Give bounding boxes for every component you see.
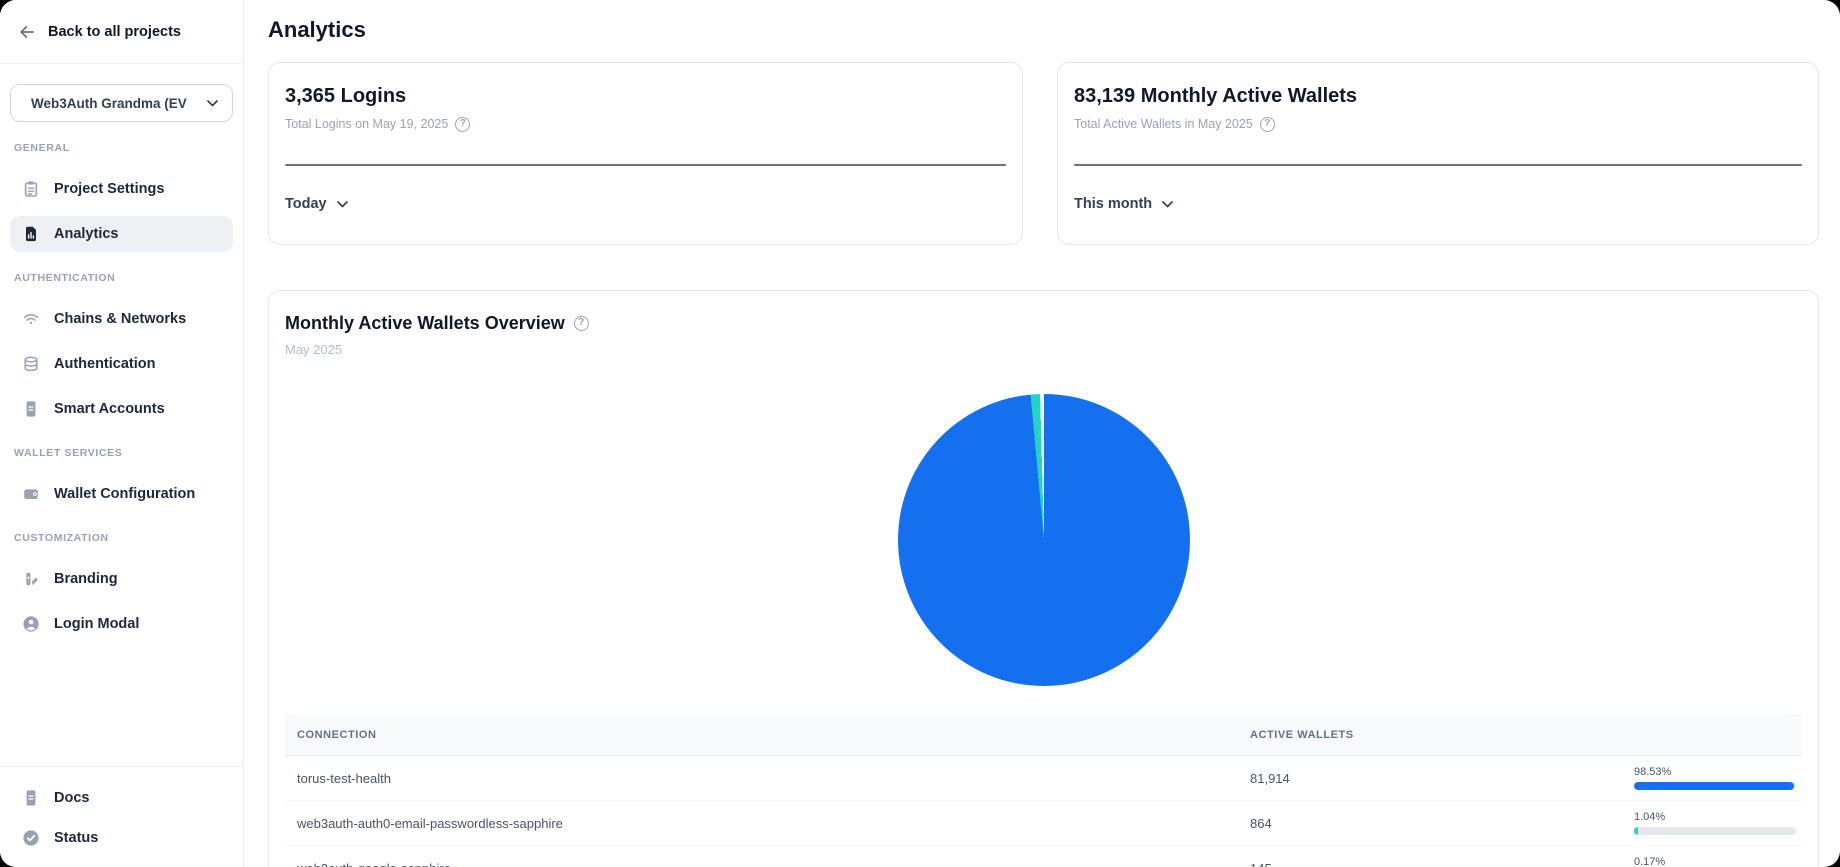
sidebar-section-wallet-services: WALLET SERVICES Wallet Configuration bbox=[10, 446, 233, 512]
sidebar-item-project-settings[interactable]: Project Settings bbox=[10, 171, 233, 207]
section-label: CUSTOMIZATION bbox=[14, 532, 109, 544]
active-wallets-stat-card: 83,139 Monthly Active Wallets Total Acti… bbox=[1057, 62, 1819, 245]
sidebar-nav: Web3Auth Grandma (EV GENERAL Project Set… bbox=[0, 64, 243, 642]
axis-line bbox=[1074, 164, 1802, 166]
wifi-icon bbox=[22, 310, 40, 328]
sidebar-item-label: Wallet Configuration bbox=[54, 486, 196, 502]
check-circle-icon bbox=[22, 829, 40, 847]
overview-subtitle: May 2025 bbox=[285, 342, 343, 357]
sidebar-item-smart-accounts[interactable]: Smart Accounts bbox=[10, 391, 233, 427]
progress-bar-fill bbox=[1634, 827, 1638, 835]
section-label: AUTHENTICATION bbox=[14, 272, 116, 284]
main-content: Analytics 3,365 Logins Total Logins on M… bbox=[244, 0, 1840, 867]
section-label: WALLET SERVICES bbox=[14, 447, 123, 459]
help-icon[interactable]: ? bbox=[455, 116, 471, 132]
help-icon[interactable]: ? bbox=[1259, 116, 1275, 132]
sidebar-item-wallet-configuration[interactable]: Wallet Configuration bbox=[10, 476, 233, 512]
sidebar-item-analytics[interactable]: Analytics bbox=[10, 216, 233, 252]
sidebar-item-status[interactable]: Status bbox=[10, 821, 233, 855]
column-header-active-wallets: ACTIVE WALLETS bbox=[1250, 728, 1354, 741]
logins-stat-card: 3,365 Logins Total Logins on May 19, 202… bbox=[268, 62, 1023, 245]
active-wallets-subtitle-row: Total Active Wallets in May 2025 ? bbox=[1074, 115, 1802, 133]
sidebar-item-branding[interactable]: Branding bbox=[10, 561, 233, 597]
logins-subtitle: Total Logins on May 19, 2025 bbox=[285, 117, 449, 131]
wallets-overview-card: Monthly Active Wallets Overview ? May 20… bbox=[268, 290, 1819, 867]
project-selector[interactable]: Web3Auth Grandma (EV bbox=[10, 84, 233, 122]
percent-label: 1.04% bbox=[1634, 811, 1666, 823]
progress-bar bbox=[1634, 782, 1796, 790]
active-wallets-range-selector[interactable]: This month bbox=[1074, 196, 1173, 212]
percent-cell: 1.04% bbox=[1634, 811, 1802, 835]
project-selector-value: Web3Auth Grandma (EV bbox=[31, 95, 187, 111]
sidebar: Back to all projects Web3Auth Grandma (E… bbox=[0, 0, 244, 867]
sidebar-section-general: GENERAL Project Settings Analytics bbox=[10, 141, 233, 252]
sidebar-item-label: Authentication bbox=[54, 356, 156, 372]
active-wallets-value: 83,139 Monthly Active Wallets bbox=[1074, 85, 1358, 107]
sidebar-item-label: Smart Accounts bbox=[54, 401, 165, 417]
file-icon bbox=[22, 400, 40, 418]
sidebar-item-label: Chains & Networks bbox=[54, 311, 187, 327]
back-to-projects-link[interactable]: Back to all projects bbox=[0, 0, 243, 64]
table-row: web3auth-auth0-email-passwordless-sapphi… bbox=[285, 801, 1802, 846]
percent-cell: 98.53% bbox=[1634, 766, 1802, 790]
active-wallets-subtitle: Total Active Wallets in May 2025 bbox=[1074, 117, 1253, 131]
chevron-down-icon bbox=[207, 99, 218, 107]
arrow-left-icon bbox=[18, 23, 36, 41]
connection-cell: web3auth-auth0-email-passwordless-sapphi… bbox=[297, 815, 563, 831]
overview-title: Monthly Active Wallets Overview bbox=[285, 313, 565, 333]
wallet-icon bbox=[22, 485, 40, 503]
percent-label: 98.53% bbox=[1634, 766, 1672, 778]
active-wallets-cell: 864 bbox=[1250, 815, 1272, 831]
logins-subtitle-row: Total Logins on May 19, 2025 ? bbox=[285, 115, 1006, 133]
sidebar-item-label: Status bbox=[54, 830, 99, 846]
sidebar-item-label: Analytics bbox=[54, 226, 119, 242]
active-wallets-cell: 81,914 bbox=[1250, 770, 1290, 786]
chevron-down-icon bbox=[1162, 200, 1173, 208]
progress-bar bbox=[1634, 827, 1796, 835]
clipboard-icon bbox=[22, 180, 40, 198]
file-icon bbox=[22, 789, 40, 807]
active-wallets-cell: 145 bbox=[1238, 861, 1634, 867]
user-circle-icon bbox=[22, 615, 40, 633]
connection-cell: web3auth-google-sapphire bbox=[285, 861, 1238, 867]
sidebar-item-label: Login Modal bbox=[54, 616, 140, 632]
overview-title-row: Monthly Active Wallets Overview ? bbox=[285, 311, 1802, 335]
logins-value: 3,365 Logins bbox=[285, 85, 407, 107]
pie-chart[interactable] bbox=[897, 394, 1190, 686]
sidebar-section-authentication: AUTHENTICATION Chains & Networks Authent… bbox=[10, 271, 233, 427]
table-row: torus-test-health 81,914 98.53% bbox=[285, 756, 1802, 801]
sidebar-item-label: Docs bbox=[54, 790, 90, 806]
logins-range-selector[interactable]: Today bbox=[285, 196, 348, 212]
column-header-connection: CONNECTION bbox=[297, 728, 377, 741]
stat-cards-row: 3,365 Logins Total Logins on May 19, 202… bbox=[268, 62, 1819, 245]
sidebar-item-authentication[interactable]: Authentication bbox=[10, 346, 233, 382]
sidebar-item-login-modal[interactable]: Login Modal bbox=[10, 606, 233, 642]
pie-chart-area bbox=[285, 394, 1802, 686]
sidebar-item-label: Project Settings bbox=[54, 181, 165, 197]
page-title: Analytics bbox=[268, 17, 366, 42]
sidebar-item-chains-networks[interactable]: Chains & Networks bbox=[10, 301, 233, 337]
sidebar-section-customization: CUSTOMIZATION Branding Login Modal bbox=[10, 531, 233, 642]
percent-cell: 0.17% bbox=[1634, 856, 1802, 867]
bar-chart-doc-icon bbox=[22, 225, 40, 243]
table-header-row: CONNECTION ACTIVE WALLETS bbox=[285, 714, 1802, 756]
connection-cell: torus-test-health bbox=[297, 770, 391, 786]
help-icon[interactable]: ? bbox=[573, 315, 589, 331]
progress-bar-fill bbox=[1634, 782, 1794, 790]
sidebar-item-label: Branding bbox=[54, 571, 118, 587]
back-label: Back to all projects bbox=[48, 23, 181, 40]
table-row: web3auth-google-sapphire 145 0.17% bbox=[285, 846, 1802, 867]
sidebar-footer: Docs Status bbox=[0, 766, 243, 867]
database-icon bbox=[22, 355, 40, 373]
chevron-down-icon bbox=[336, 200, 348, 208]
percent-label: 0.17% bbox=[1634, 856, 1666, 867]
axis-line bbox=[285, 164, 1006, 166]
connections-table: CONNECTION ACTIVE WALLETS torus-test-hea… bbox=[285, 714, 1802, 867]
brush-icon bbox=[22, 570, 40, 588]
sidebar-item-docs[interactable]: Docs bbox=[10, 781, 233, 815]
section-label: GENERAL bbox=[14, 142, 70, 154]
